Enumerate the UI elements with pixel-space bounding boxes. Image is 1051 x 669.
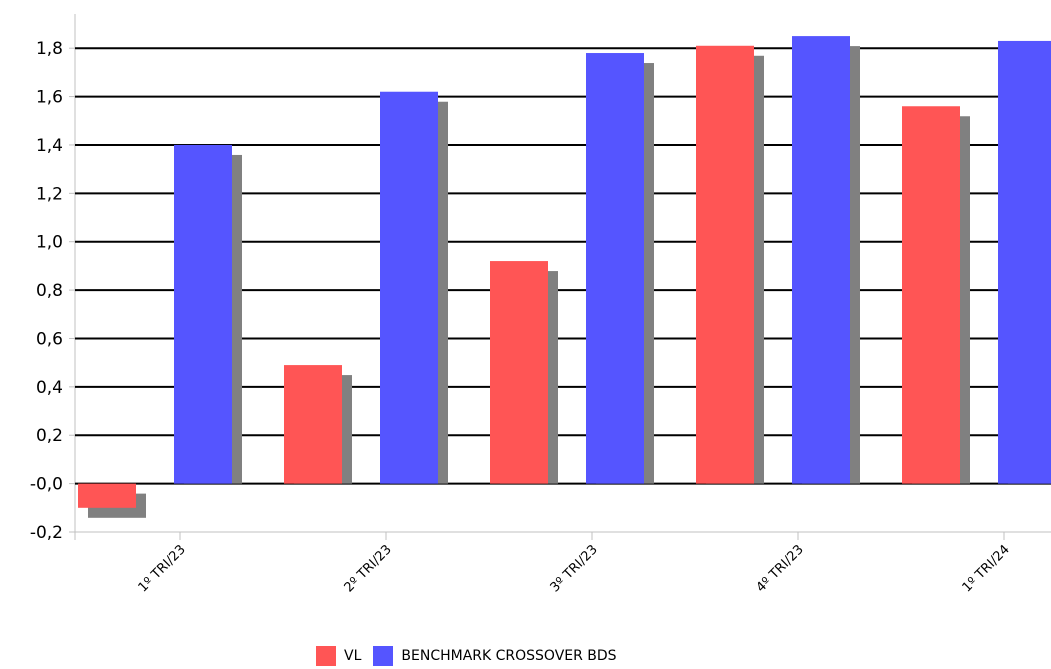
y-tick-label: -0,2 bbox=[30, 523, 63, 543]
x-tick-label: 1º TRI/23 bbox=[136, 542, 189, 595]
x-tick-label: 3º TRI/23 bbox=[548, 542, 601, 595]
y-tick-label: 1,6 bbox=[36, 88, 63, 108]
x-tick-label: 2º TRI/23 bbox=[342, 542, 395, 595]
y-tick-label: 1,8 bbox=[36, 39, 63, 59]
bar-vl bbox=[902, 106, 960, 484]
x-tick-label: 4º TRI/23 bbox=[754, 542, 807, 595]
bar-vl bbox=[490, 261, 548, 484]
bar-benchmark bbox=[174, 144, 232, 484]
legend-label: BENCHMARK CROSSOVER BDS bbox=[401, 648, 617, 664]
bar-benchmark bbox=[998, 40, 1051, 484]
bar-vl bbox=[696, 45, 754, 484]
x-tick-label: 1º TRI/24 bbox=[960, 542, 1013, 595]
legend-item: BENCHMARK CROSSOVER BDS bbox=[373, 646, 628, 666]
bar-benchmark bbox=[586, 53, 644, 484]
y-tick-label: 0,6 bbox=[36, 329, 63, 349]
bar-vl bbox=[284, 365, 342, 484]
legend-swatch bbox=[373, 646, 394, 666]
y-tick-label: 0,8 bbox=[36, 281, 63, 301]
legend: VL BENCHMARK CROSSOVER BDS bbox=[316, 644, 629, 668]
y-tick-label: 1,0 bbox=[36, 233, 63, 253]
legend-label: VL bbox=[344, 648, 362, 664]
y-tick-label: 1,4 bbox=[36, 136, 63, 156]
y-tick-label: 0,2 bbox=[36, 426, 63, 446]
bar-benchmark bbox=[792, 36, 850, 484]
legend-swatch bbox=[316, 646, 336, 666]
y-tick-label: 0,4 bbox=[36, 378, 63, 398]
bar-benchmark bbox=[380, 91, 438, 484]
legend-item: VL bbox=[316, 646, 373, 666]
bar-vl bbox=[78, 483, 136, 508]
y-tick-label: 1,2 bbox=[36, 184, 63, 204]
y-tick-label: -0,0 bbox=[30, 475, 63, 495]
bar-chart: 1,8 1,6 1,4 1,2 1,0 0,8 0,6 0,4 0,2 -0,0 -0,2 1º TR… bbox=[30, 14, 1051, 595]
